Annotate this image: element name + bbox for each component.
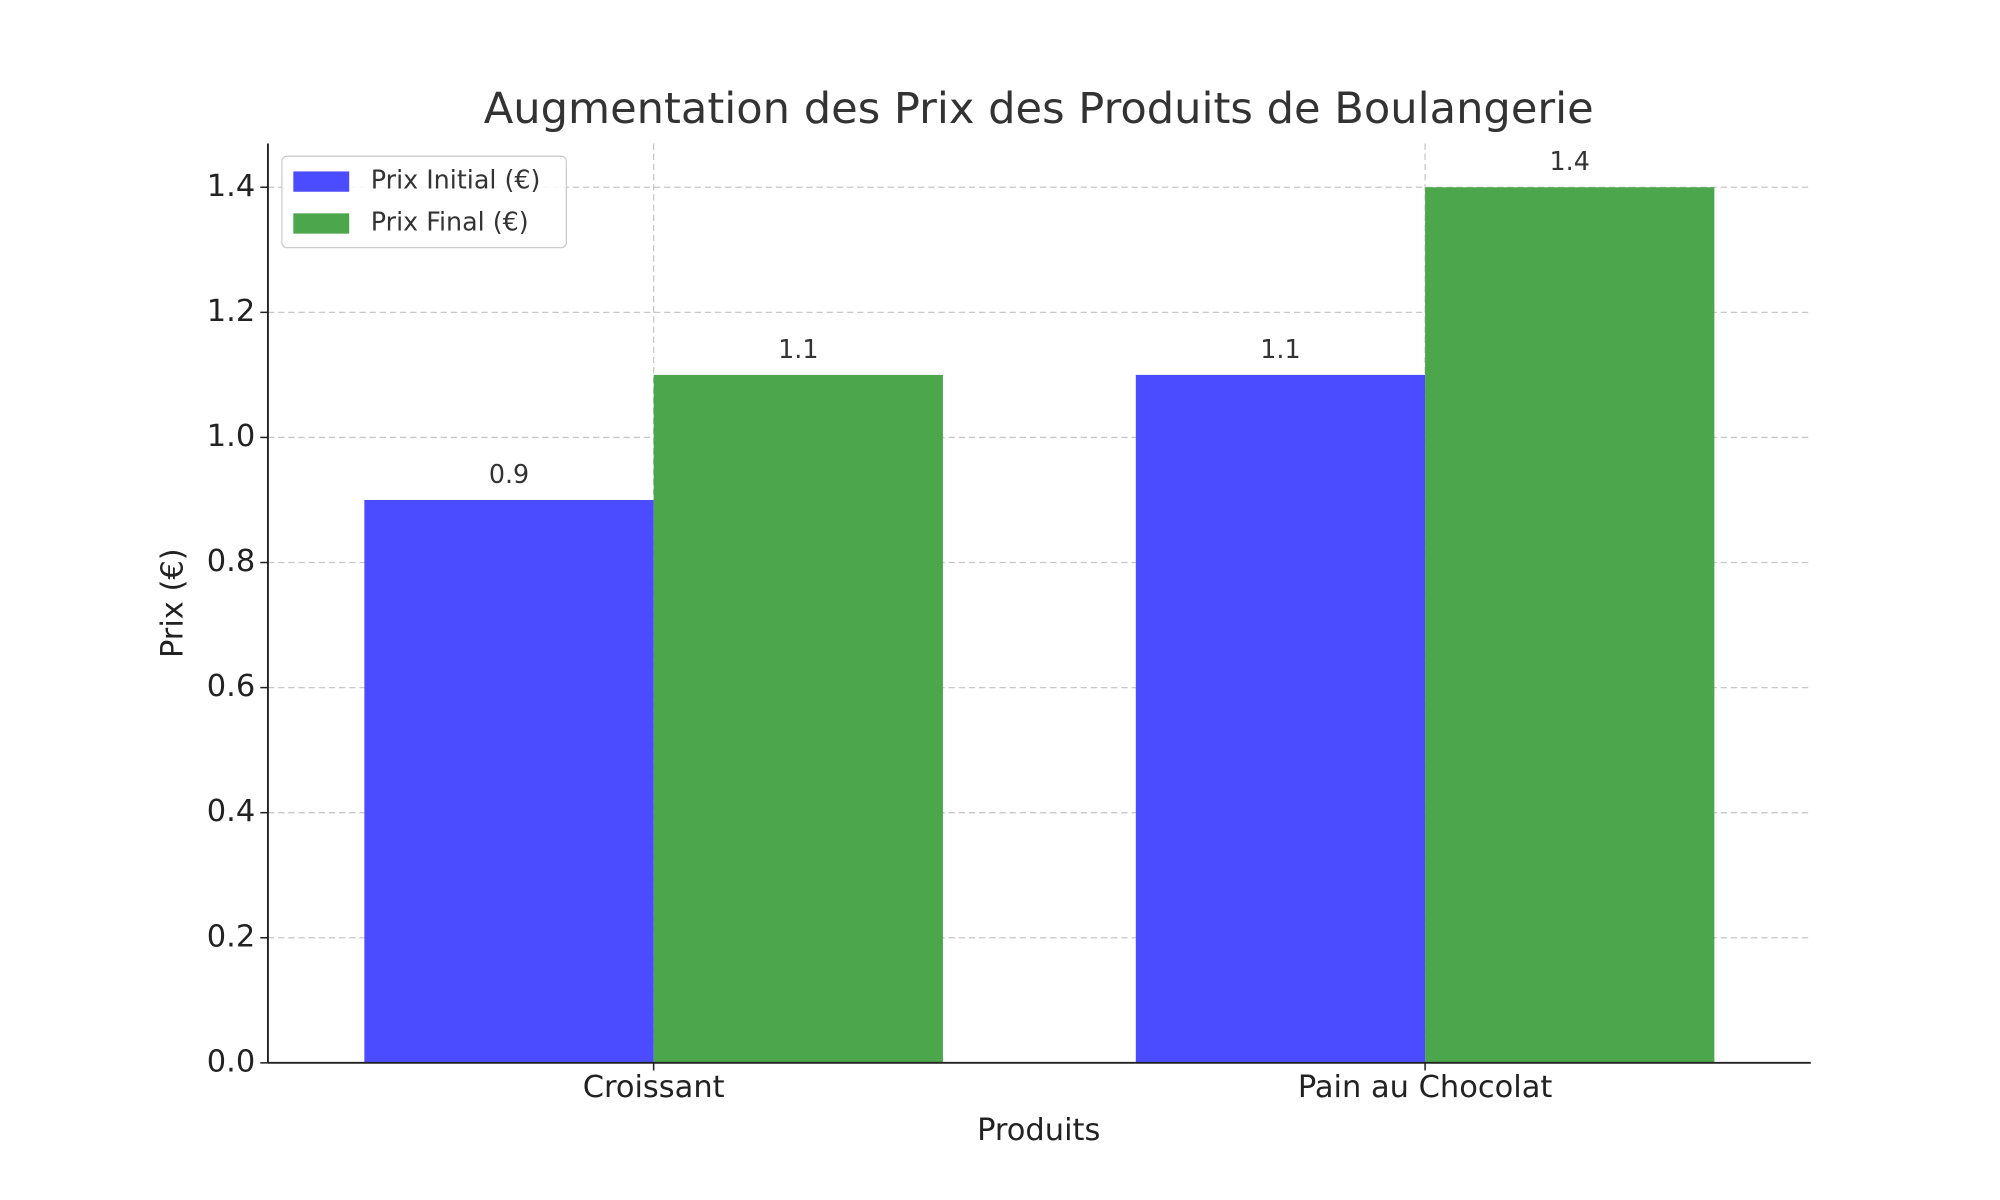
y-tick-label: 0.4 [207, 794, 255, 829]
y-tick-label: 1.2 [207, 294, 255, 329]
value-label: 1.1 [1260, 334, 1300, 364]
value-label: 1.1 [778, 334, 818, 364]
y-tick-label: 1.4 [207, 169, 255, 204]
legend-label: Prix Final (€) [371, 206, 529, 236]
bar [364, 499, 654, 1063]
bar [653, 374, 943, 1063]
value-label: 0.9 [489, 459, 529, 489]
y-tick-label: 0.6 [207, 669, 255, 704]
x-axis-label: Produits [977, 1113, 1100, 1148]
legend-swatch [293, 171, 350, 192]
bar [1135, 374, 1426, 1063]
bar [1425, 187, 1715, 1063]
legend-label: Prix Initial (€) [371, 165, 541, 195]
x-tick-label: Pain au Chocolat [1298, 1070, 1553, 1105]
y-axis-label: Prix (€) [155, 548, 190, 658]
legend-swatch [293, 213, 350, 234]
y-tick-label: 0.8 [207, 544, 255, 579]
x-tick-label: Croissant [583, 1070, 725, 1105]
chart-title: Augmentation des Prix des Produits de Bo… [484, 84, 1594, 134]
y-tick-label: 1.0 [207, 419, 255, 454]
y-tick-label: 0.2 [207, 919, 255, 954]
value-label: 1.4 [1550, 146, 1590, 176]
y-tick-label: 0.0 [207, 1044, 255, 1079]
legend-box [281, 155, 567, 249]
